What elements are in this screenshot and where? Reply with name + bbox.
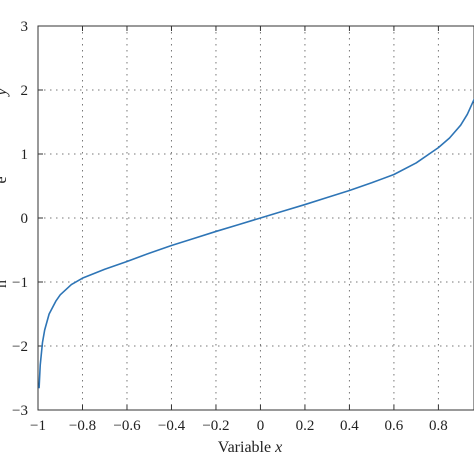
x-tick-label: 0.2: [296, 418, 315, 434]
x-tick-label: −0.8: [69, 418, 96, 434]
series-line: [38, 98, 474, 389]
y-tick-label: −3: [12, 403, 28, 419]
x-tick-label: 0.4: [340, 418, 359, 434]
series-layer: [38, 98, 474, 389]
y-tick-labels: −3 −2 −1 0 1 2 3: [12, 19, 28, 419]
plot-frame: [37, 25, 474, 411]
axis-ticks: [37, 25, 439, 411]
grid: [37, 25, 474, 411]
x-axis-label-text: Variable: [218, 439, 275, 456]
y-tick-label: 2: [21, 83, 29, 99]
x-tick-label: −1: [30, 418, 46, 434]
x-tick-label: 0: [257, 418, 265, 434]
y-tick-label: −2: [12, 339, 28, 355]
y-axis-label-fragment: y: [0, 88, 10, 98]
y-tick-label: 1: [21, 147, 29, 163]
y-tick-label: −1: [12, 275, 28, 291]
y-axis-label-fragments: y e n: [0, 88, 10, 288]
x-tick-label: 0.6: [385, 418, 404, 434]
x-tick-label: −0.4: [158, 418, 186, 434]
x-axis-label: Variable x: [218, 439, 282, 456]
x-tick-labels: −1 −0.8 −0.6 −0.4 −0.2 0 0.2 0.4 0.6 0.8: [30, 418, 448, 434]
y-axis-label-fragment: e: [0, 176, 10, 183]
x-tick-label: 0.8: [429, 418, 448, 434]
x-axis-label-variable: x: [274, 439, 282, 456]
x-tick-label: −0.2: [202, 418, 229, 434]
y-tick-label: 3: [21, 19, 29, 35]
x-tick-label: −0.6: [113, 418, 141, 434]
y-tick-label: 0: [21, 211, 29, 227]
y-axis-label-fragment: n: [0, 280, 10, 288]
